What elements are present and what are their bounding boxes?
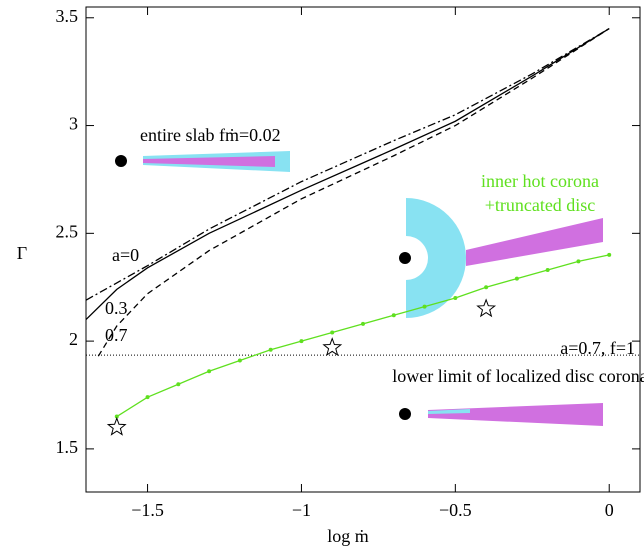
series-line — [97, 28, 610, 357]
y-axis-label: Γ — [17, 243, 27, 263]
point — [237, 358, 242, 363]
plot-frame — [85, 6, 641, 493]
point — [576, 259, 581, 264]
point — [422, 304, 427, 309]
annotation: inner hot corona — [481, 171, 599, 191]
series-line — [116, 254, 610, 418]
star-point — [476, 298, 497, 318]
point — [176, 382, 181, 387]
hline-label: lower limit of localized disc corona — [392, 366, 644, 386]
point — [299, 339, 304, 344]
annotation: entire slab fṁ=0.02 — [140, 125, 281, 145]
point — [114, 414, 119, 419]
x-tick-label: −0.5 — [439, 500, 472, 520]
y-tick-label: 3 — [69, 114, 78, 134]
y-tick-label: 1.5 — [56, 437, 79, 457]
point — [145, 395, 150, 400]
series-line — [85, 27, 610, 301]
point — [453, 296, 458, 300]
x-tick-label: 0 — [605, 500, 614, 520]
point — [207, 369, 212, 374]
x-tick-label: −1 — [292, 500, 311, 520]
corona-icon — [399, 198, 603, 318]
point — [545, 267, 550, 272]
disc-corona-icon — [399, 403, 603, 426]
star-point — [322, 337, 343, 357]
point — [330, 330, 335, 335]
x-tick-label: −1.5 — [131, 500, 164, 520]
point — [484, 285, 489, 290]
series-label: a=0 — [112, 245, 139, 265]
y-tick-label: 2 — [69, 329, 78, 349]
point — [607, 252, 612, 257]
point — [391, 313, 396, 318]
annotation: +truncated disc — [485, 195, 596, 215]
point — [268, 347, 273, 352]
point — [514, 276, 519, 281]
series-label: 0.7 — [105, 325, 128, 345]
series-line — [85, 28, 610, 321]
series-label: 0.3 — [105, 298, 128, 318]
hline-label: a=0.7, f=1 — [560, 338, 635, 358]
star-point — [106, 416, 127, 436]
slab-icon — [115, 151, 290, 172]
y-tick-label: 3.5 — [56, 6, 79, 26]
point — [361, 321, 365, 326]
x-axis-label: log ṁ — [327, 526, 369, 546]
y-tick-label: 2.5 — [56, 221, 79, 241]
